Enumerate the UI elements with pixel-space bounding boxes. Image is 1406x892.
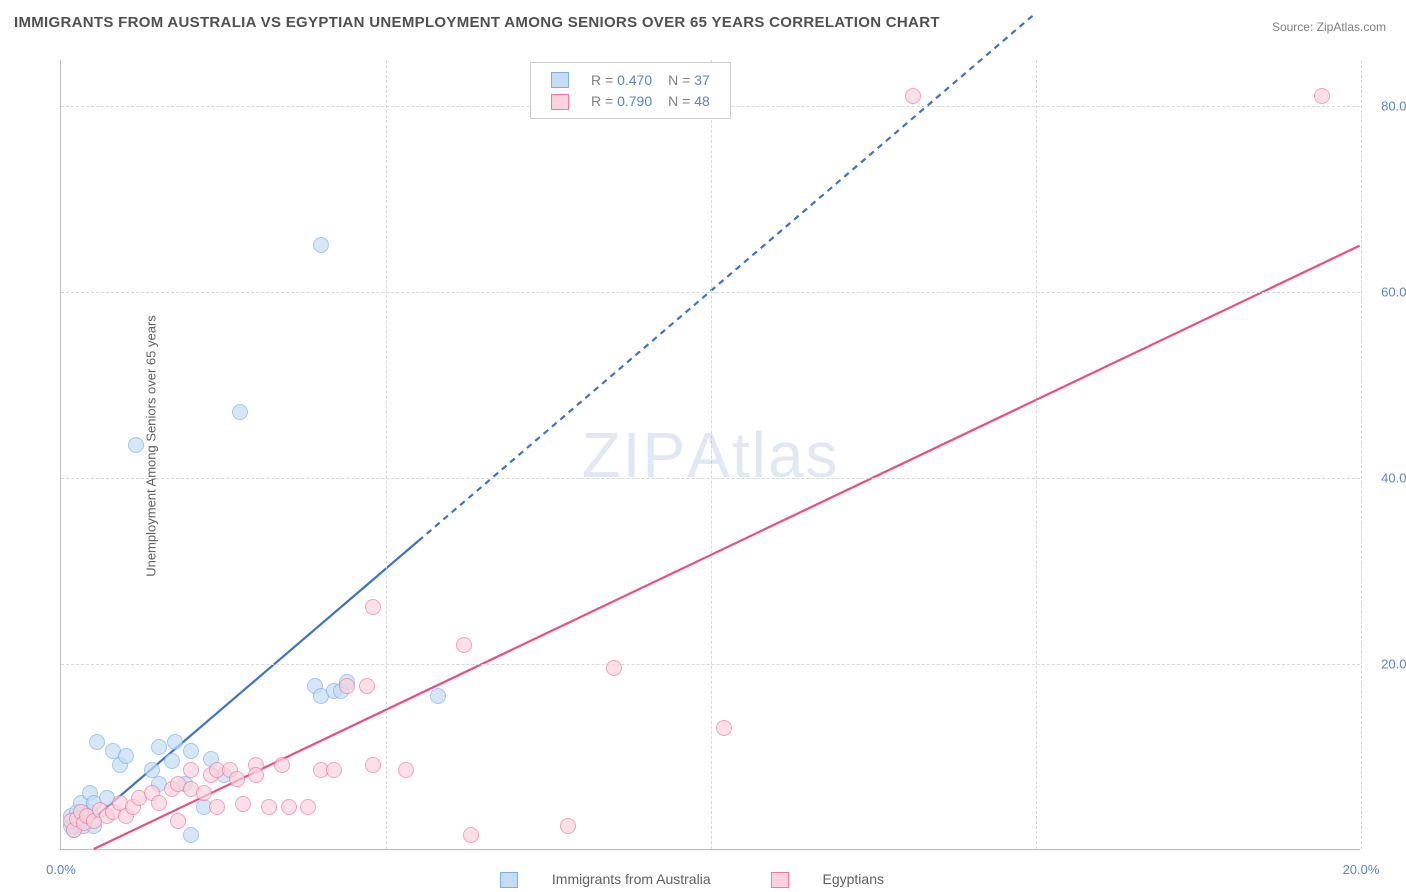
scatter-point — [183, 762, 199, 778]
legend-swatch-icon — [771, 872, 789, 888]
scatter-point — [118, 748, 134, 764]
x-tick-label: 0.0% — [46, 862, 76, 877]
r-label: R = — [591, 93, 613, 109]
scatter-point — [359, 678, 375, 694]
legend-row: R = 0.470 N = 37 — [543, 69, 718, 90]
legend-swatch-icon — [551, 94, 569, 110]
scatter-point — [151, 739, 167, 755]
gridline-v — [1036, 60, 1037, 849]
gridline-v — [1361, 60, 1362, 849]
scatter-point — [326, 762, 342, 778]
scatter-point — [183, 743, 199, 759]
scatter-point — [164, 753, 180, 769]
legend-swatch-icon — [551, 72, 569, 88]
scatter-point — [1314, 88, 1330, 104]
scatter-plot-area: ZIPAtlas 20.0%40.0%60.0%80.0%0.0%20.0% — [60, 60, 1360, 850]
legend-row: R = 0.790 N = 48 — [543, 90, 718, 111]
scatter-point — [261, 799, 277, 815]
n-label: N = — [668, 72, 690, 88]
scatter-point — [128, 437, 144, 453]
scatter-point — [905, 88, 921, 104]
y-tick-label: 40.0% — [1381, 471, 1406, 486]
scatter-point — [235, 796, 251, 812]
scatter-point — [232, 404, 248, 420]
scatter-point — [463, 827, 479, 843]
scatter-point — [606, 660, 622, 676]
scatter-point — [183, 827, 199, 843]
correlation-legend-table: R = 0.470 N = 37 R = 0.790 N = 48 — [543, 69, 718, 112]
scatter-point — [167, 734, 183, 750]
n-value: 37 — [694, 72, 710, 88]
legend-item: Immigrants from Australia — [500, 871, 741, 887]
legend-item-label: Immigrants from Australia — [552, 871, 711, 887]
scatter-point — [196, 785, 212, 801]
series-legend: Immigrants from Australia Egyptians — [500, 871, 944, 888]
scatter-point — [151, 795, 167, 811]
scatter-point — [209, 799, 225, 815]
gridline-v — [711, 60, 712, 849]
y-tick-label: 80.0% — [1381, 99, 1406, 114]
scatter-point — [170, 813, 186, 829]
scatter-point — [365, 599, 381, 615]
x-tick-label: 20.0% — [1343, 862, 1380, 877]
r-value: 0.470 — [617, 72, 652, 88]
y-tick-label: 20.0% — [1381, 657, 1406, 672]
scatter-point — [339, 678, 355, 694]
legend-item: Egyptians — [771, 871, 914, 887]
scatter-point — [274, 757, 290, 773]
scatter-point — [456, 637, 472, 653]
scatter-point — [300, 799, 316, 815]
correlation-legend: R = 0.470 N = 37 R = 0.790 N = 48 — [530, 62, 731, 119]
n-value: 48 — [694, 93, 710, 109]
scatter-point — [248, 767, 264, 783]
legend-swatch-icon — [500, 872, 518, 888]
source-attribution: Source: ZipAtlas.com — [1272, 20, 1386, 34]
scatter-point — [430, 688, 446, 704]
legend-item-label: Egyptians — [823, 871, 884, 887]
scatter-point — [281, 799, 297, 815]
gridline-v — [386, 60, 387, 849]
chart-title: IMMIGRANTS FROM AUSTRALIA VS EGYPTIAN UN… — [14, 14, 940, 31]
scatter-point — [229, 771, 245, 787]
scatter-point — [365, 757, 381, 773]
r-value: 0.790 — [617, 93, 652, 109]
y-tick-label: 60.0% — [1381, 285, 1406, 300]
scatter-point — [89, 734, 105, 750]
scatter-point — [716, 720, 732, 736]
n-label: N = — [668, 93, 690, 109]
scatter-point — [398, 762, 414, 778]
scatter-point — [313, 237, 329, 253]
r-label: R = — [591, 72, 613, 88]
scatter-point — [560, 818, 576, 834]
